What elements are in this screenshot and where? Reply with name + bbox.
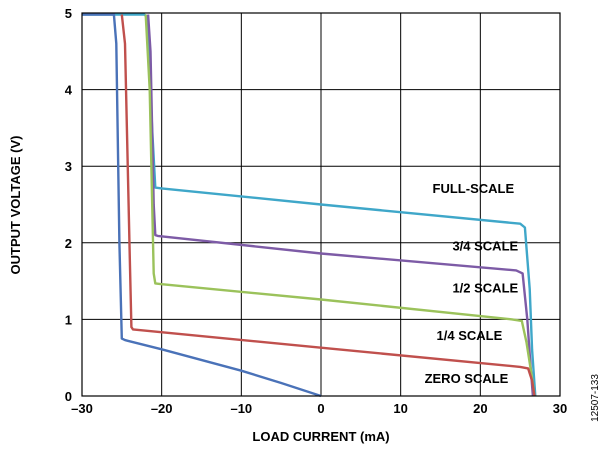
series-line-zero-scale: [82, 13, 322, 398]
series-line-1-2-scale: [144, 14, 536, 397]
x-tick-label: –30: [71, 401, 93, 416]
x-tick-label: 10: [393, 401, 407, 416]
y-tick-labels: 0 1 2 3 4 5: [65, 6, 73, 404]
y-tick-label: 4: [65, 83, 73, 98]
series-annotation: 1/2 SCALE: [452, 281, 518, 296]
y-axis-label: OUTPUT VOLTAGE (V): [8, 136, 23, 275]
y-tick-label: 1: [65, 312, 72, 327]
x-axis-label: LOAD CURRENT (mA): [252, 429, 389, 444]
grid: [82, 13, 560, 396]
y-tick-label: 5: [65, 6, 72, 21]
figure-id: 12507-133: [590, 374, 601, 422]
annotations: FULL-SCALE 3/4 SCALE 1/2 SCALE 1/4 SCALE ZER…: [425, 181, 519, 386]
series-line-3-4-scale: [146, 14, 535, 397]
series-annotation: FULL-SCALE: [433, 181, 515, 196]
x-tick-label: 30: [553, 401, 567, 416]
y-tick-label: 2: [65, 236, 72, 251]
series-annotation: ZERO SCALE: [425, 371, 509, 386]
x-tick-label: 20: [473, 401, 487, 416]
x-tick-label: –20: [151, 401, 173, 416]
y-tick-label: 0: [65, 389, 72, 404]
plot-frame: [81, 12, 561, 397]
series-line-1-4-scale: [120, 14, 536, 397]
series-group: [82, 13, 537, 398]
x-tick-label: 0: [317, 401, 324, 416]
y-tick-label: 3: [65, 159, 72, 174]
series-annotation: 3/4 SCALE: [452, 238, 518, 253]
x-tick-labels: –30 –20 –10 0 10 20 30: [71, 401, 567, 416]
series-annotation: 1/4 SCALE: [437, 328, 503, 343]
x-tick-label: –10: [230, 401, 252, 416]
